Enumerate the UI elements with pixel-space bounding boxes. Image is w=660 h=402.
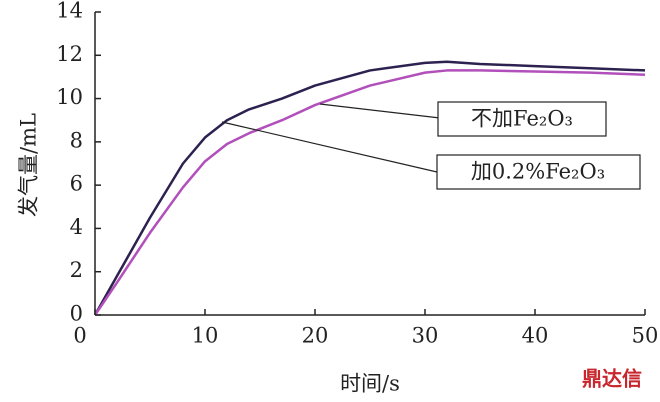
y-tick-label: 12: [56, 42, 83, 66]
data-line: [93, 69, 646, 316]
y-tick-label: 10: [56, 85, 83, 109]
x-tick-label: 0: [73, 324, 86, 348]
leader-line: [319, 103, 441, 119]
x-tick-label: 20: [302, 324, 329, 348]
legend-box: [436, 154, 641, 190]
x-tick-label: 10: [192, 324, 219, 348]
y-tick-label: 6: [70, 172, 83, 196]
y-tick-label: 8: [70, 128, 83, 152]
legend-label: 不加Fe₂O₃: [471, 107, 573, 131]
legend-label: 加0.2%Fe₂O₃: [471, 160, 605, 184]
x-tick-label: 40: [522, 324, 549, 348]
x-axis-label: 时间/s: [340, 372, 400, 396]
watermark: 鼎达信: [582, 367, 642, 391]
legend-box: [437, 101, 607, 137]
y-tick-label: 4: [70, 215, 83, 239]
y-axis-label: 发气量/mL: [17, 113, 41, 217]
y-tick-label: 14: [56, 0, 83, 23]
x-tick-label: 50: [632, 324, 659, 348]
y-tick-label: 2: [70, 258, 83, 282]
leader-line: [221, 121, 438, 173]
data-line: [93, 60, 646, 316]
x-tick-label: 30: [412, 324, 439, 348]
y-tick-label: 0: [70, 302, 83, 326]
